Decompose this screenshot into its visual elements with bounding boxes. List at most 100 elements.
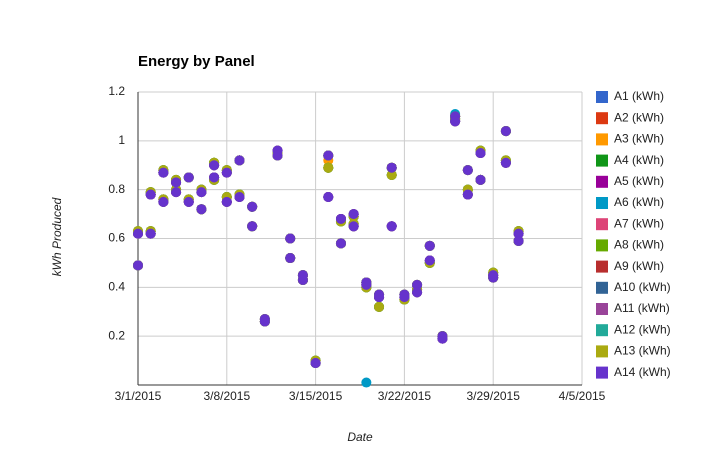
data-point <box>183 172 194 183</box>
data-point <box>158 167 169 178</box>
data-point <box>386 221 397 232</box>
data-point <box>335 213 346 224</box>
legend-swatch <box>596 345 608 358</box>
x-tick-label: 3/1/2015 <box>115 389 162 403</box>
data-point <box>412 287 423 298</box>
data-point <box>424 255 435 266</box>
y-tick-label: 1 <box>118 133 125 147</box>
data-point <box>221 167 232 178</box>
data-point <box>475 174 486 185</box>
y-tick-label: 0.6 <box>108 231 125 245</box>
data-point <box>323 191 334 202</box>
data-point <box>437 333 448 344</box>
x-axis-title: Date <box>347 430 373 444</box>
legend-label: A11 (kWh) <box>614 301 670 315</box>
data-point <box>450 116 461 127</box>
data-point <box>196 187 207 198</box>
data-point <box>145 228 156 239</box>
y-tick-label: 1.2 <box>108 84 125 98</box>
data-point <box>209 172 220 183</box>
legend-swatch <box>596 175 608 188</box>
data-point <box>272 150 283 161</box>
data-point <box>462 189 473 200</box>
data-point <box>323 162 334 173</box>
data-point <box>221 196 232 207</box>
legend-swatch <box>596 112 608 125</box>
data-point <box>247 221 258 232</box>
data-point <box>500 157 511 168</box>
data-point <box>399 292 410 303</box>
legend-label: A9 (kWh) <box>614 259 664 273</box>
x-tick-label: 3/29/2015 <box>467 389 521 403</box>
legend-swatch <box>596 366 608 379</box>
data-point <box>513 228 524 239</box>
legend-swatch <box>596 281 608 294</box>
legend-swatch <box>596 91 608 103</box>
data-point <box>348 209 359 220</box>
data-point <box>500 126 511 137</box>
data-point <box>386 162 397 173</box>
x-tick-label: 4/5/2015 <box>559 389 606 403</box>
data-point <box>310 358 321 369</box>
data-point <box>158 196 169 207</box>
data-point <box>183 196 194 207</box>
data-point <box>234 191 245 202</box>
legend-label: A14 (kWh) <box>614 365 671 379</box>
legend-swatch <box>596 218 608 231</box>
data-point <box>145 189 156 200</box>
y-tick-label: 0.2 <box>108 328 125 342</box>
chart-title: Energy by Panel <box>138 53 255 70</box>
legend-swatch <box>596 239 608 252</box>
legend-swatch <box>596 303 608 315</box>
data-point <box>171 187 182 198</box>
data-point <box>285 253 296 264</box>
legend-swatch <box>596 260 608 273</box>
legend-swatch <box>596 324 608 337</box>
legend-label: A5 (kWh) <box>614 174 664 188</box>
data-point <box>323 150 334 161</box>
data-point <box>209 160 220 171</box>
legend-label: A1 (kWh) <box>614 89 664 103</box>
data-point <box>412 279 423 290</box>
data-point <box>475 148 486 159</box>
x-tick-label: 3/22/2015 <box>378 389 432 403</box>
legend-label: A10 (kWh) <box>614 280 671 294</box>
data-point <box>488 272 499 283</box>
legend-label: A3 (kWh) <box>614 132 664 146</box>
legend-swatch <box>596 197 608 209</box>
data-point <box>171 177 182 188</box>
data-point <box>361 377 372 388</box>
data-point <box>133 260 143 271</box>
data-point <box>361 279 372 290</box>
data-point <box>259 316 270 327</box>
data-point <box>462 165 473 176</box>
y-tick-label: 0.8 <box>108 182 125 196</box>
data-point <box>196 204 207 215</box>
legend-label: A8 (kWh) <box>614 238 664 252</box>
legend-label: A2 (kWh) <box>614 110 664 124</box>
data-point <box>247 201 258 212</box>
legend-label: A4 (kWh) <box>614 153 664 167</box>
data-point <box>234 155 245 166</box>
y-axis-title: kWh Produced <box>50 197 64 276</box>
legend-swatch <box>596 154 608 167</box>
legend-label: A13 (kWh) <box>614 344 671 358</box>
x-tick-label: 3/15/2015 <box>289 389 343 403</box>
legend-label: A6 (kWh) <box>614 195 664 209</box>
data-point <box>424 240 435 251</box>
legend-label: A12 (kWh) <box>614 322 671 336</box>
legend-swatch <box>596 133 608 146</box>
data-point <box>386 170 397 181</box>
data-point <box>285 233 296 244</box>
data-point <box>374 301 385 312</box>
data-point <box>374 292 385 303</box>
data-point <box>335 238 346 249</box>
x-tick-label: 3/8/2015 <box>203 389 250 403</box>
y-tick-label: 0.4 <box>108 280 125 294</box>
data-point <box>297 275 308 286</box>
data-point <box>133 228 143 239</box>
data-point <box>513 235 524 246</box>
legend-label: A7 (kWh) <box>614 216 664 230</box>
